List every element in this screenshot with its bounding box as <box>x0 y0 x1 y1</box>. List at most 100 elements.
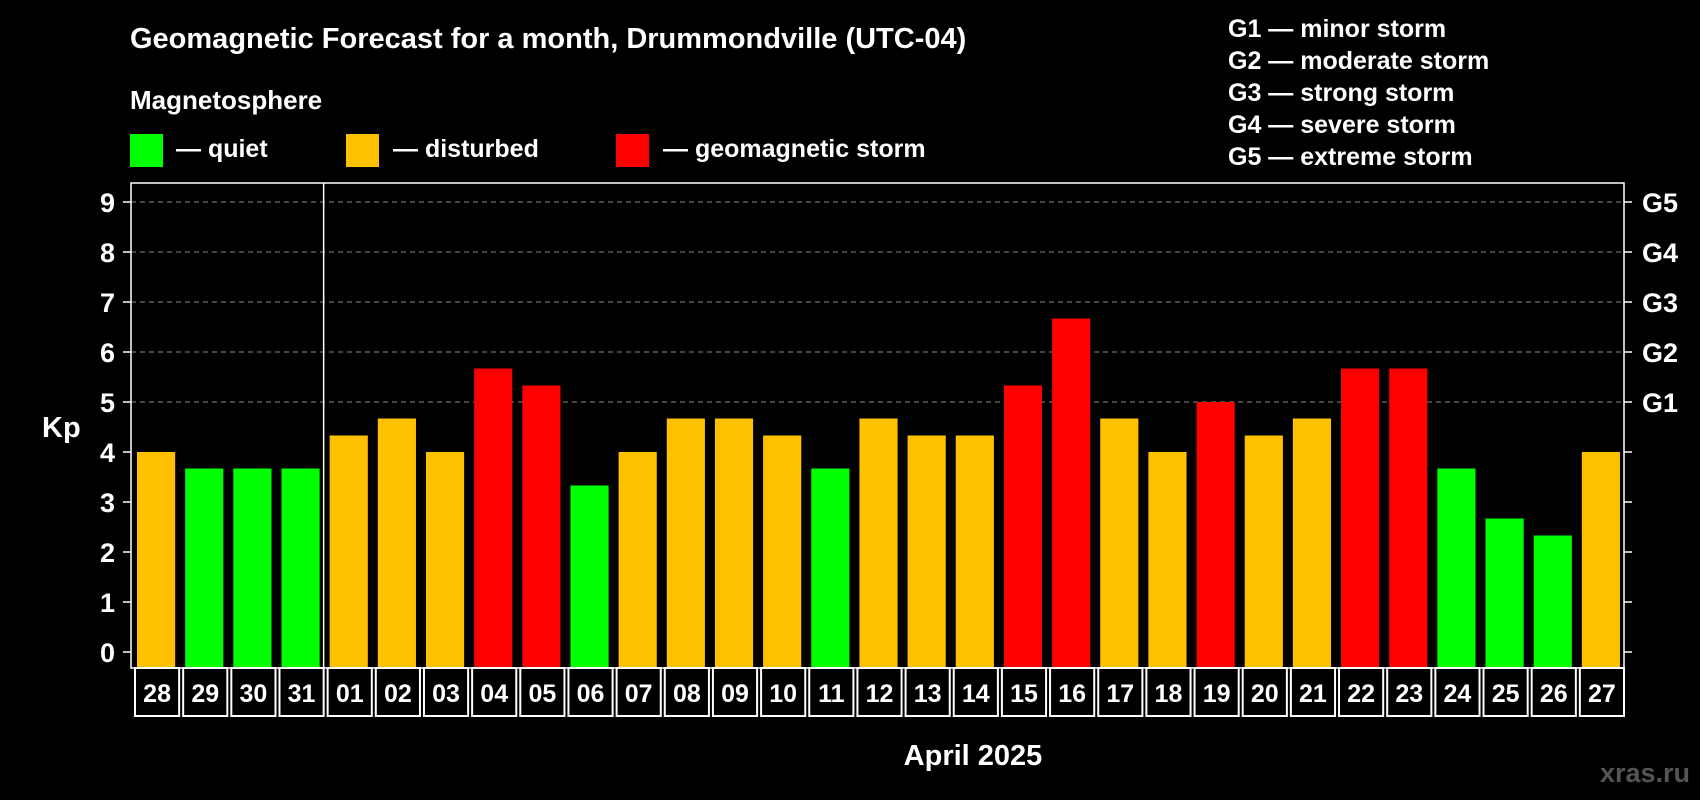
bar-26 <box>1533 535 1572 668</box>
x-tick-label: 20 <box>1251 680 1279 708</box>
x-tick-label: 24 <box>1444 680 1472 708</box>
bar-17 <box>1100 418 1139 668</box>
x-tick-label: 05 <box>528 680 556 708</box>
x-tick-label: 30 <box>239 680 267 708</box>
x-cell-11 <box>808 667 855 717</box>
x-tick-label: 02 <box>384 680 412 708</box>
x-tick-label: 10 <box>769 680 797 708</box>
bar-14 <box>955 435 994 668</box>
x-tick-label: 08 <box>673 680 701 708</box>
x-cell-05 <box>519 667 566 717</box>
x-cell-25 <box>1482 667 1529 717</box>
x-tick-label: 11 <box>818 680 845 708</box>
chart-title: Geomagnetic Forecast for a month, Drummo… <box>130 23 966 55</box>
x-tick-label: 17 <box>1106 680 1134 708</box>
x-tick-label: 21 <box>1299 680 1327 708</box>
bar-25 <box>1485 518 1524 668</box>
bar-24 <box>1437 468 1476 668</box>
x-tick-label: 28 <box>143 680 171 708</box>
x-tick-label: 06 <box>577 680 605 708</box>
y-tick-label: 8 <box>100 238 115 268</box>
bars <box>137 318 1620 668</box>
bar-02 <box>377 418 416 668</box>
y-tick-label: 6 <box>100 338 115 368</box>
x-cell-30 <box>230 667 277 717</box>
storm-level-g3: G3 — strong storm <box>1228 79 1454 107</box>
x-cell-01 <box>326 667 373 717</box>
x-cell-26 <box>1530 667 1577 717</box>
x-cell-12 <box>856 667 903 717</box>
x-tick-label: 04 <box>480 680 508 708</box>
x-axis-label: April 2025 <box>904 740 1043 772</box>
bar-09 <box>714 418 754 668</box>
x-axis-cells: 28 29 30 31 01 02 03 04 05 06 07 08 09 10 11 12 13 14 15 16… <box>134 667 1626 717</box>
x-cell-14 <box>952 667 999 717</box>
x-cell-13 <box>904 667 951 717</box>
bar-10 <box>763 435 802 668</box>
x-cell-15 <box>1000 667 1048 717</box>
storm-level-g5: G5 — extreme storm <box>1228 143 1473 171</box>
bar-27 <box>1581 452 1620 668</box>
bar-23 <box>1389 368 1428 668</box>
bar-15 <box>1003 385 1043 668</box>
x-tick-label: 03 <box>432 680 460 708</box>
bar-05 <box>522 385 561 668</box>
x-tick-label: 19 <box>1203 680 1231 708</box>
y-tick-label: 5 <box>100 388 115 418</box>
bar-16 <box>1052 318 1091 668</box>
bar-31 <box>281 468 320 668</box>
x-tick-label: 18 <box>1155 680 1183 708</box>
x-tick-label: 07 <box>625 680 653 708</box>
x-tick-label: 26 <box>1540 680 1568 708</box>
bar-22 <box>1341 368 1380 668</box>
legend-label-storm: — geomagnetic storm <box>663 135 926 163</box>
bar-03 <box>425 452 465 668</box>
x-cell-23 <box>1386 667 1433 717</box>
x-cell-21 <box>1289 667 1337 717</box>
bar-20 <box>1244 435 1283 668</box>
bar-18 <box>1148 452 1187 668</box>
x-cell-02 <box>374 667 421 717</box>
watermark: xras.ru <box>1600 758 1690 788</box>
x-cell-28 <box>134 667 181 717</box>
bar-13 <box>907 435 946 668</box>
x-tick-label: 22 <box>1347 680 1375 708</box>
storm-level-g1: G1 — minor storm <box>1228 15 1446 43</box>
y-axis-label: Kp <box>42 412 81 444</box>
bar-29 <box>185 468 224 668</box>
x-cell-22 <box>1338 667 1385 717</box>
bar-21 <box>1292 418 1332 668</box>
bar-12 <box>859 418 898 668</box>
x-cell-03 <box>422 667 470 717</box>
x-tick-label: 31 <box>288 680 316 708</box>
x-tick-label: 13 <box>914 680 942 708</box>
x-cell-24 <box>1434 667 1481 717</box>
legend-swatch-storm <box>616 134 649 167</box>
bar-30 <box>233 468 272 668</box>
x-cell-29 <box>182 667 229 717</box>
x-cell-31 <box>278 667 325 717</box>
y-tick-label: 9 <box>100 188 115 218</box>
bar-07 <box>618 452 657 668</box>
bar-08 <box>666 418 705 668</box>
x-tick-label: 27 <box>1588 680 1616 708</box>
y-tick-label: 2 <box>100 538 115 568</box>
x-tick-label: 23 <box>1395 680 1423 708</box>
right-axis-label-g3: G3 <box>1642 288 1678 318</box>
storm-level-g2: G2 — moderate storm <box>1228 47 1489 75</box>
legend-label-quiet: — quiet <box>176 135 268 163</box>
right-axis-label-g4: G4 <box>1642 238 1678 268</box>
y-ticks: 0 1 2 3 4 5 6 7 8 9 <box>100 188 131 668</box>
x-tick-label: 29 <box>191 680 219 708</box>
x-cell-04 <box>471 667 518 717</box>
x-cell-19 <box>1193 667 1240 717</box>
x-cell-27 <box>1578 667 1626 717</box>
legend-label-disturbed: — disturbed <box>393 135 539 163</box>
x-cell-09 <box>711 667 759 717</box>
y-tick-label: 1 <box>100 588 115 618</box>
right-axis-label-g1: G1 <box>1642 388 1678 418</box>
bar-11 <box>811 468 850 668</box>
bar-06 <box>570 485 609 668</box>
y-tick-label: 7 <box>100 288 115 318</box>
